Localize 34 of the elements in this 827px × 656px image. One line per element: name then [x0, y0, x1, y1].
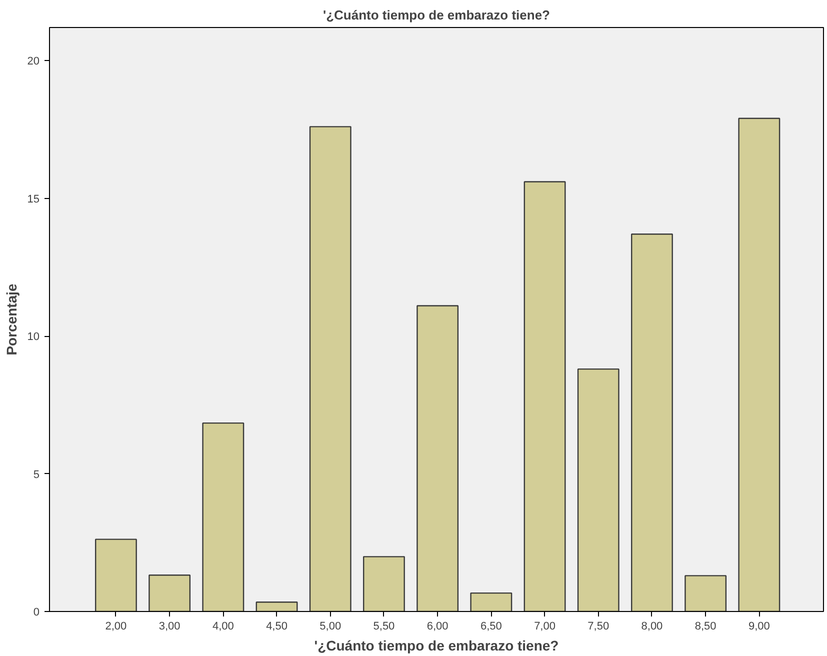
- x-tick-label: 4,50: [266, 620, 288, 632]
- x-tick-label: 5,50: [373, 620, 395, 632]
- bar: [631, 234, 673, 612]
- bar: [94, 538, 137, 612]
- y-tick-label: 10: [27, 331, 40, 344]
- bar: [416, 305, 459, 612]
- bar: [309, 126, 352, 612]
- x-tick-label: 7,50: [588, 620, 610, 632]
- x-tick-label: 6,50: [480, 620, 502, 632]
- bar: [470, 592, 512, 612]
- x-tick-label: 9,00: [748, 620, 770, 632]
- x-tick-label: 4,00: [212, 620, 234, 632]
- x-axis-title: '¿Cuánto tiempo de embarazo tiene?: [314, 638, 559, 654]
- x-tick-label: 8,00: [641, 620, 663, 632]
- y-tick-label: 15: [27, 193, 40, 206]
- bar: [202, 422, 244, 612]
- bar: [148, 574, 191, 612]
- bar: [256, 602, 298, 612]
- x-tick-label: 7,00: [534, 620, 556, 632]
- x-tick-label: 8,50: [694, 620, 716, 632]
- bar: [363, 556, 405, 612]
- bar: [577, 368, 620, 612]
- x-tick-label: 2,00: [105, 620, 127, 632]
- y-tick-label: 20: [27, 56, 40, 68]
- y-tick-label: 0: [33, 606, 40, 618]
- chart-title: '¿Cuánto tiempo de embarazo tiene?: [323, 8, 550, 22]
- bar: [738, 118, 780, 612]
- y-axis-title: Porcentaje: [3, 283, 20, 356]
- bar: [524, 181, 566, 612]
- x-tick-label: 5,00: [320, 620, 342, 632]
- x-tick-label: 3,00: [158, 620, 180, 632]
- x-tick-label: 6,00: [426, 620, 448, 632]
- bar: [684, 575, 727, 612]
- y-tick-label: 5: [33, 468, 40, 481]
